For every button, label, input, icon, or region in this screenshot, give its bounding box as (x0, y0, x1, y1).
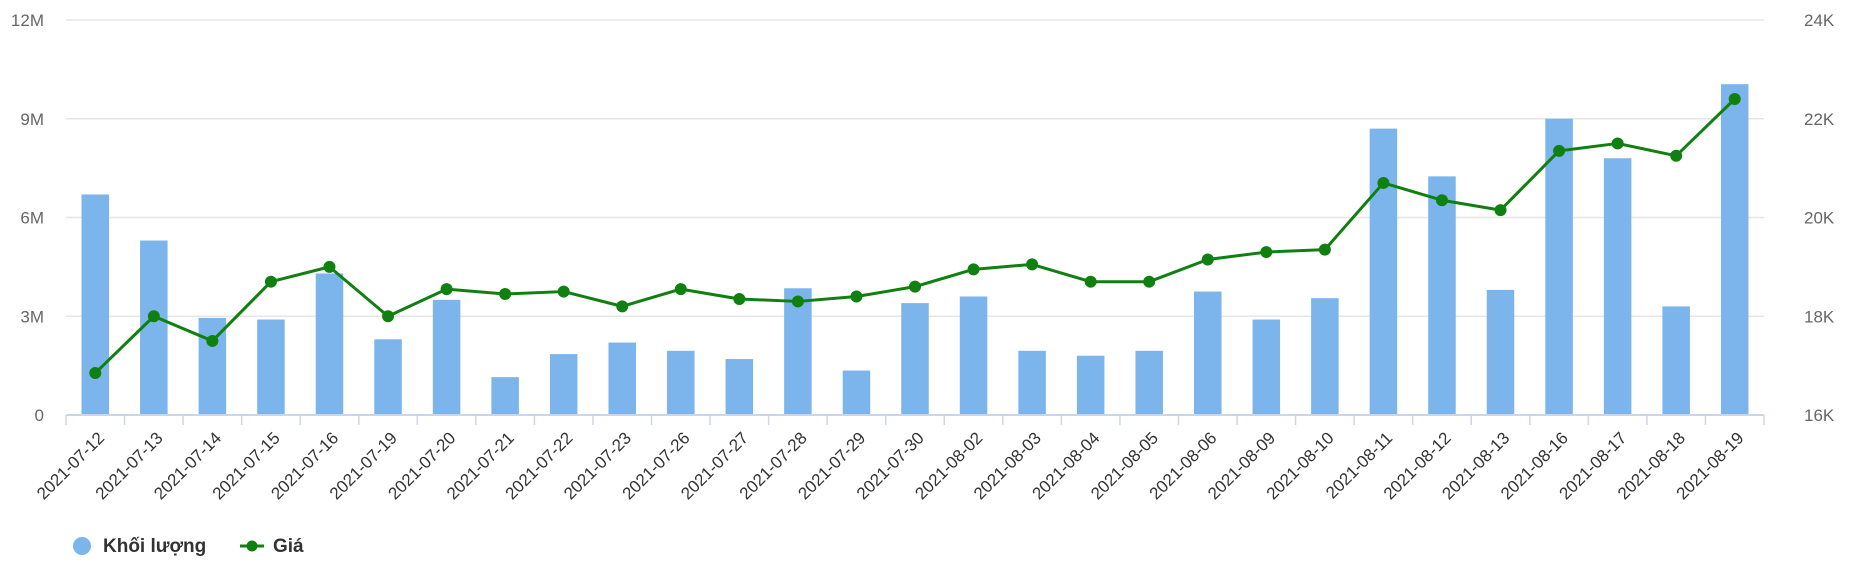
price-point[interactable] (616, 300, 629, 313)
volume-bar[interactable] (608, 342, 637, 415)
legend-volume-marker (73, 537, 91, 555)
volume-bar[interactable] (1369, 128, 1398, 415)
price-point[interactable] (1201, 253, 1214, 266)
price-point[interactable] (850, 290, 863, 303)
volume-bar[interactable] (725, 359, 754, 415)
y-right-tick-label: 24K (1804, 11, 1835, 30)
price-point[interactable] (1143, 275, 1156, 288)
volume-bar[interactable] (667, 350, 695, 415)
price-point[interactable] (1026, 258, 1039, 271)
price-point[interactable] (791, 295, 804, 308)
volume-bar[interactable] (1428, 176, 1456, 415)
y-left-tick-label: 0 (35, 406, 44, 425)
volume-bar[interactable] (549, 354, 578, 415)
legend-price-marker (246, 540, 258, 552)
volume-bar[interactable] (140, 240, 168, 415)
legend[interactable]: Khối lượng Giá (73, 536, 304, 557)
y-left-tick-label: 9M (20, 110, 44, 129)
price-point[interactable] (440, 283, 453, 296)
price-point[interactable] (1670, 149, 1683, 162)
price-point[interactable] (1377, 176, 1390, 189)
volume-bar[interactable] (432, 299, 461, 415)
y-left-tick-label: 12M (11, 11, 44, 30)
y-right-tick-label: 20K (1804, 209, 1835, 228)
volume-bar[interactable] (374, 339, 402, 415)
price-line-series (89, 93, 1741, 380)
price-point[interactable] (382, 310, 395, 323)
price-point[interactable] (909, 280, 921, 293)
volume-bar[interactable] (1135, 350, 1163, 415)
volume-bar[interactable] (1193, 291, 1222, 415)
legend-price-label: Giá (273, 536, 304, 557)
volume-bar[interactable] (1311, 298, 1339, 415)
price-point[interactable] (323, 260, 336, 273)
price-point[interactable] (967, 263, 980, 276)
volume-bar[interactable] (959, 296, 988, 416)
volume-bar[interactable] (257, 319, 285, 415)
price-point[interactable] (1494, 204, 1507, 217)
price-point[interactable] (1318, 243, 1331, 256)
legend-item-price[interactable]: Giá (240, 536, 304, 557)
y-left-tick-label: 3M (20, 307, 44, 326)
volume-bar[interactable] (1662, 306, 1690, 415)
volume-bar[interactable] (491, 377, 519, 415)
price-point[interactable] (499, 288, 512, 301)
price-point[interactable] (733, 292, 746, 305)
y-axis-labels: 0 16K 3M 18K 6M 20K 9M 22K 12M 24K (11, 11, 1835, 425)
y-right-tick-label: 22K (1804, 110, 1835, 129)
x-axis (65, 414, 1765, 425)
volume-bar[interactable] (784, 288, 812, 415)
price-point[interactable] (206, 334, 219, 347)
price-point[interactable] (1260, 246, 1273, 259)
volume-bars (81, 84, 1749, 416)
y-left-tick-label: 6M (20, 209, 44, 228)
y-right-tick-label: 18K (1804, 307, 1835, 326)
volume-bar[interactable] (1252, 319, 1281, 415)
volume-bar[interactable] (901, 303, 929, 415)
price-point[interactable] (147, 310, 160, 323)
price-point[interactable] (1553, 144, 1566, 157)
x-axis-labels: 2021-07-122021-07-132021-07-142021-07-15… (33, 428, 1747, 503)
volume-bar[interactable] (315, 273, 344, 415)
volume-bar[interactable] (1076, 355, 1105, 415)
price-point[interactable] (674, 283, 687, 296)
price-point[interactable] (1611, 137, 1624, 150)
volume-bar[interactable] (1486, 289, 1515, 415)
y-right-tick-label: 16K (1804, 406, 1835, 425)
volume-bar[interactable] (81, 194, 110, 415)
price-point[interactable] (557, 285, 570, 298)
price-point[interactable] (1435, 194, 1448, 207)
volume-bar[interactable] (842, 370, 871, 415)
legend-item-volume[interactable]: Khối lượng (73, 536, 206, 557)
price-point[interactable] (1728, 93, 1741, 105)
grid-lines (66, 19, 1764, 317)
volume-bar[interactable] (1018, 350, 1046, 415)
price-point[interactable] (89, 367, 102, 380)
price-point[interactable] (1084, 275, 1097, 288)
volume-bar[interactable] (1603, 158, 1632, 415)
volume-bar[interactable] (198, 317, 227, 415)
volume-bar[interactable] (1720, 84, 1749, 415)
volume-bar[interactable] (1545, 118, 1573, 415)
legend-volume-label: Khối lượng (103, 536, 206, 557)
price-point[interactable] (264, 275, 277, 288)
